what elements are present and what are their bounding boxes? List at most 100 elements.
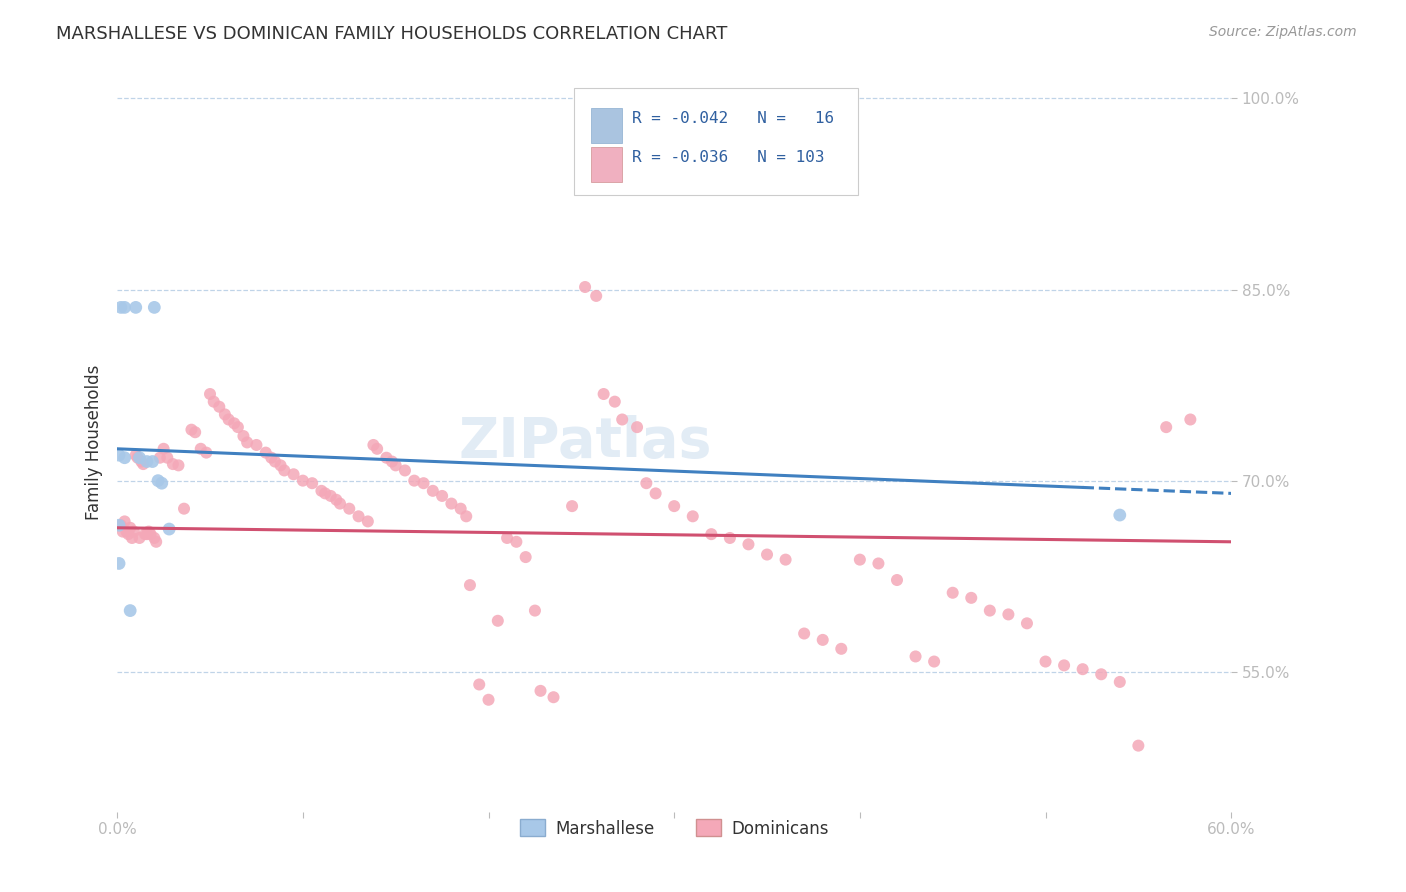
Point bbox=[117, 527, 139, 541]
Point bbox=[150, 476, 173, 491]
Point bbox=[592, 387, 614, 401]
Point bbox=[486, 614, 509, 628]
Point bbox=[110, 518, 132, 533]
FancyBboxPatch shape bbox=[574, 87, 858, 194]
Point bbox=[162, 457, 184, 471]
Point bbox=[122, 524, 145, 539]
Point bbox=[1180, 412, 1202, 426]
Point bbox=[108, 518, 131, 533]
Text: Source: ZipAtlas.com: Source: ZipAtlas.com bbox=[1209, 25, 1357, 39]
Point bbox=[523, 604, 546, 618]
Point bbox=[195, 445, 218, 459]
Point bbox=[202, 394, 225, 409]
Point bbox=[121, 531, 143, 545]
Point bbox=[143, 301, 166, 315]
Point bbox=[1154, 420, 1177, 434]
Point bbox=[1053, 658, 1076, 673]
Point bbox=[904, 649, 927, 664]
Point bbox=[830, 641, 852, 656]
Point bbox=[173, 501, 195, 516]
Point bbox=[585, 289, 607, 303]
Point bbox=[314, 486, 336, 500]
Point bbox=[394, 463, 416, 477]
Point bbox=[152, 442, 174, 456]
Point bbox=[422, 483, 444, 498]
FancyBboxPatch shape bbox=[591, 147, 621, 182]
Point bbox=[1015, 616, 1038, 631]
Point bbox=[811, 632, 834, 647]
Point bbox=[430, 489, 453, 503]
Point bbox=[273, 463, 295, 477]
Point bbox=[718, 531, 741, 545]
Point bbox=[146, 474, 169, 488]
Point bbox=[329, 497, 352, 511]
Point bbox=[125, 301, 148, 315]
Point bbox=[381, 454, 404, 468]
Point bbox=[141, 454, 163, 468]
Point bbox=[245, 438, 267, 452]
Point bbox=[270, 458, 292, 473]
Point bbox=[496, 531, 519, 545]
Point bbox=[114, 301, 136, 315]
Point bbox=[156, 450, 179, 465]
Point bbox=[756, 548, 779, 562]
Point bbox=[114, 450, 136, 465]
Point bbox=[515, 550, 537, 565]
Point bbox=[131, 454, 153, 468]
Point bbox=[477, 692, 499, 706]
Point bbox=[979, 604, 1001, 618]
Point bbox=[325, 492, 347, 507]
Point bbox=[127, 450, 149, 465]
Point bbox=[468, 677, 491, 691]
Point bbox=[208, 400, 231, 414]
Point bbox=[139, 527, 162, 541]
Point bbox=[636, 476, 658, 491]
Point bbox=[375, 450, 398, 465]
Point bbox=[120, 604, 142, 618]
Point bbox=[561, 499, 583, 513]
Point bbox=[254, 445, 277, 459]
Point bbox=[218, 412, 240, 426]
Point bbox=[775, 552, 797, 566]
Point bbox=[108, 448, 131, 462]
Point bbox=[1108, 508, 1130, 522]
Point bbox=[291, 474, 314, 488]
Point bbox=[260, 450, 283, 465]
Point bbox=[1071, 662, 1094, 676]
Point bbox=[184, 425, 207, 440]
Point bbox=[226, 420, 249, 434]
Point bbox=[450, 501, 472, 516]
Point bbox=[363, 438, 385, 452]
Point bbox=[180, 423, 202, 437]
Point bbox=[111, 524, 134, 539]
Point bbox=[337, 501, 360, 516]
Point bbox=[138, 524, 160, 539]
Point bbox=[214, 408, 236, 422]
Point bbox=[167, 458, 190, 473]
Point bbox=[134, 527, 156, 541]
Point bbox=[960, 591, 983, 605]
Point bbox=[301, 476, 323, 491]
Point bbox=[1035, 655, 1057, 669]
Point bbox=[574, 280, 596, 294]
Point bbox=[347, 509, 370, 524]
Point bbox=[311, 483, 333, 498]
Point bbox=[135, 454, 157, 468]
Point bbox=[115, 524, 138, 539]
Text: R = -0.042   N =   16: R = -0.042 N = 16 bbox=[631, 111, 834, 126]
Point bbox=[135, 527, 157, 541]
Text: MARSHALLESE VS DOMINICAN FAMILY HOUSEHOLDS CORRELATION CHART: MARSHALLESE VS DOMINICAN FAMILY HOUSEHOL… bbox=[56, 25, 728, 43]
Point bbox=[737, 537, 759, 551]
Point bbox=[125, 448, 148, 462]
Point bbox=[198, 387, 221, 401]
Point bbox=[132, 457, 155, 471]
Point bbox=[149, 450, 172, 465]
Point bbox=[236, 435, 259, 450]
Point bbox=[108, 557, 131, 571]
Point bbox=[224, 417, 246, 431]
Point bbox=[922, 655, 945, 669]
Point bbox=[384, 458, 406, 473]
Point bbox=[1090, 667, 1112, 681]
Point bbox=[543, 690, 565, 705]
Point bbox=[232, 429, 254, 443]
